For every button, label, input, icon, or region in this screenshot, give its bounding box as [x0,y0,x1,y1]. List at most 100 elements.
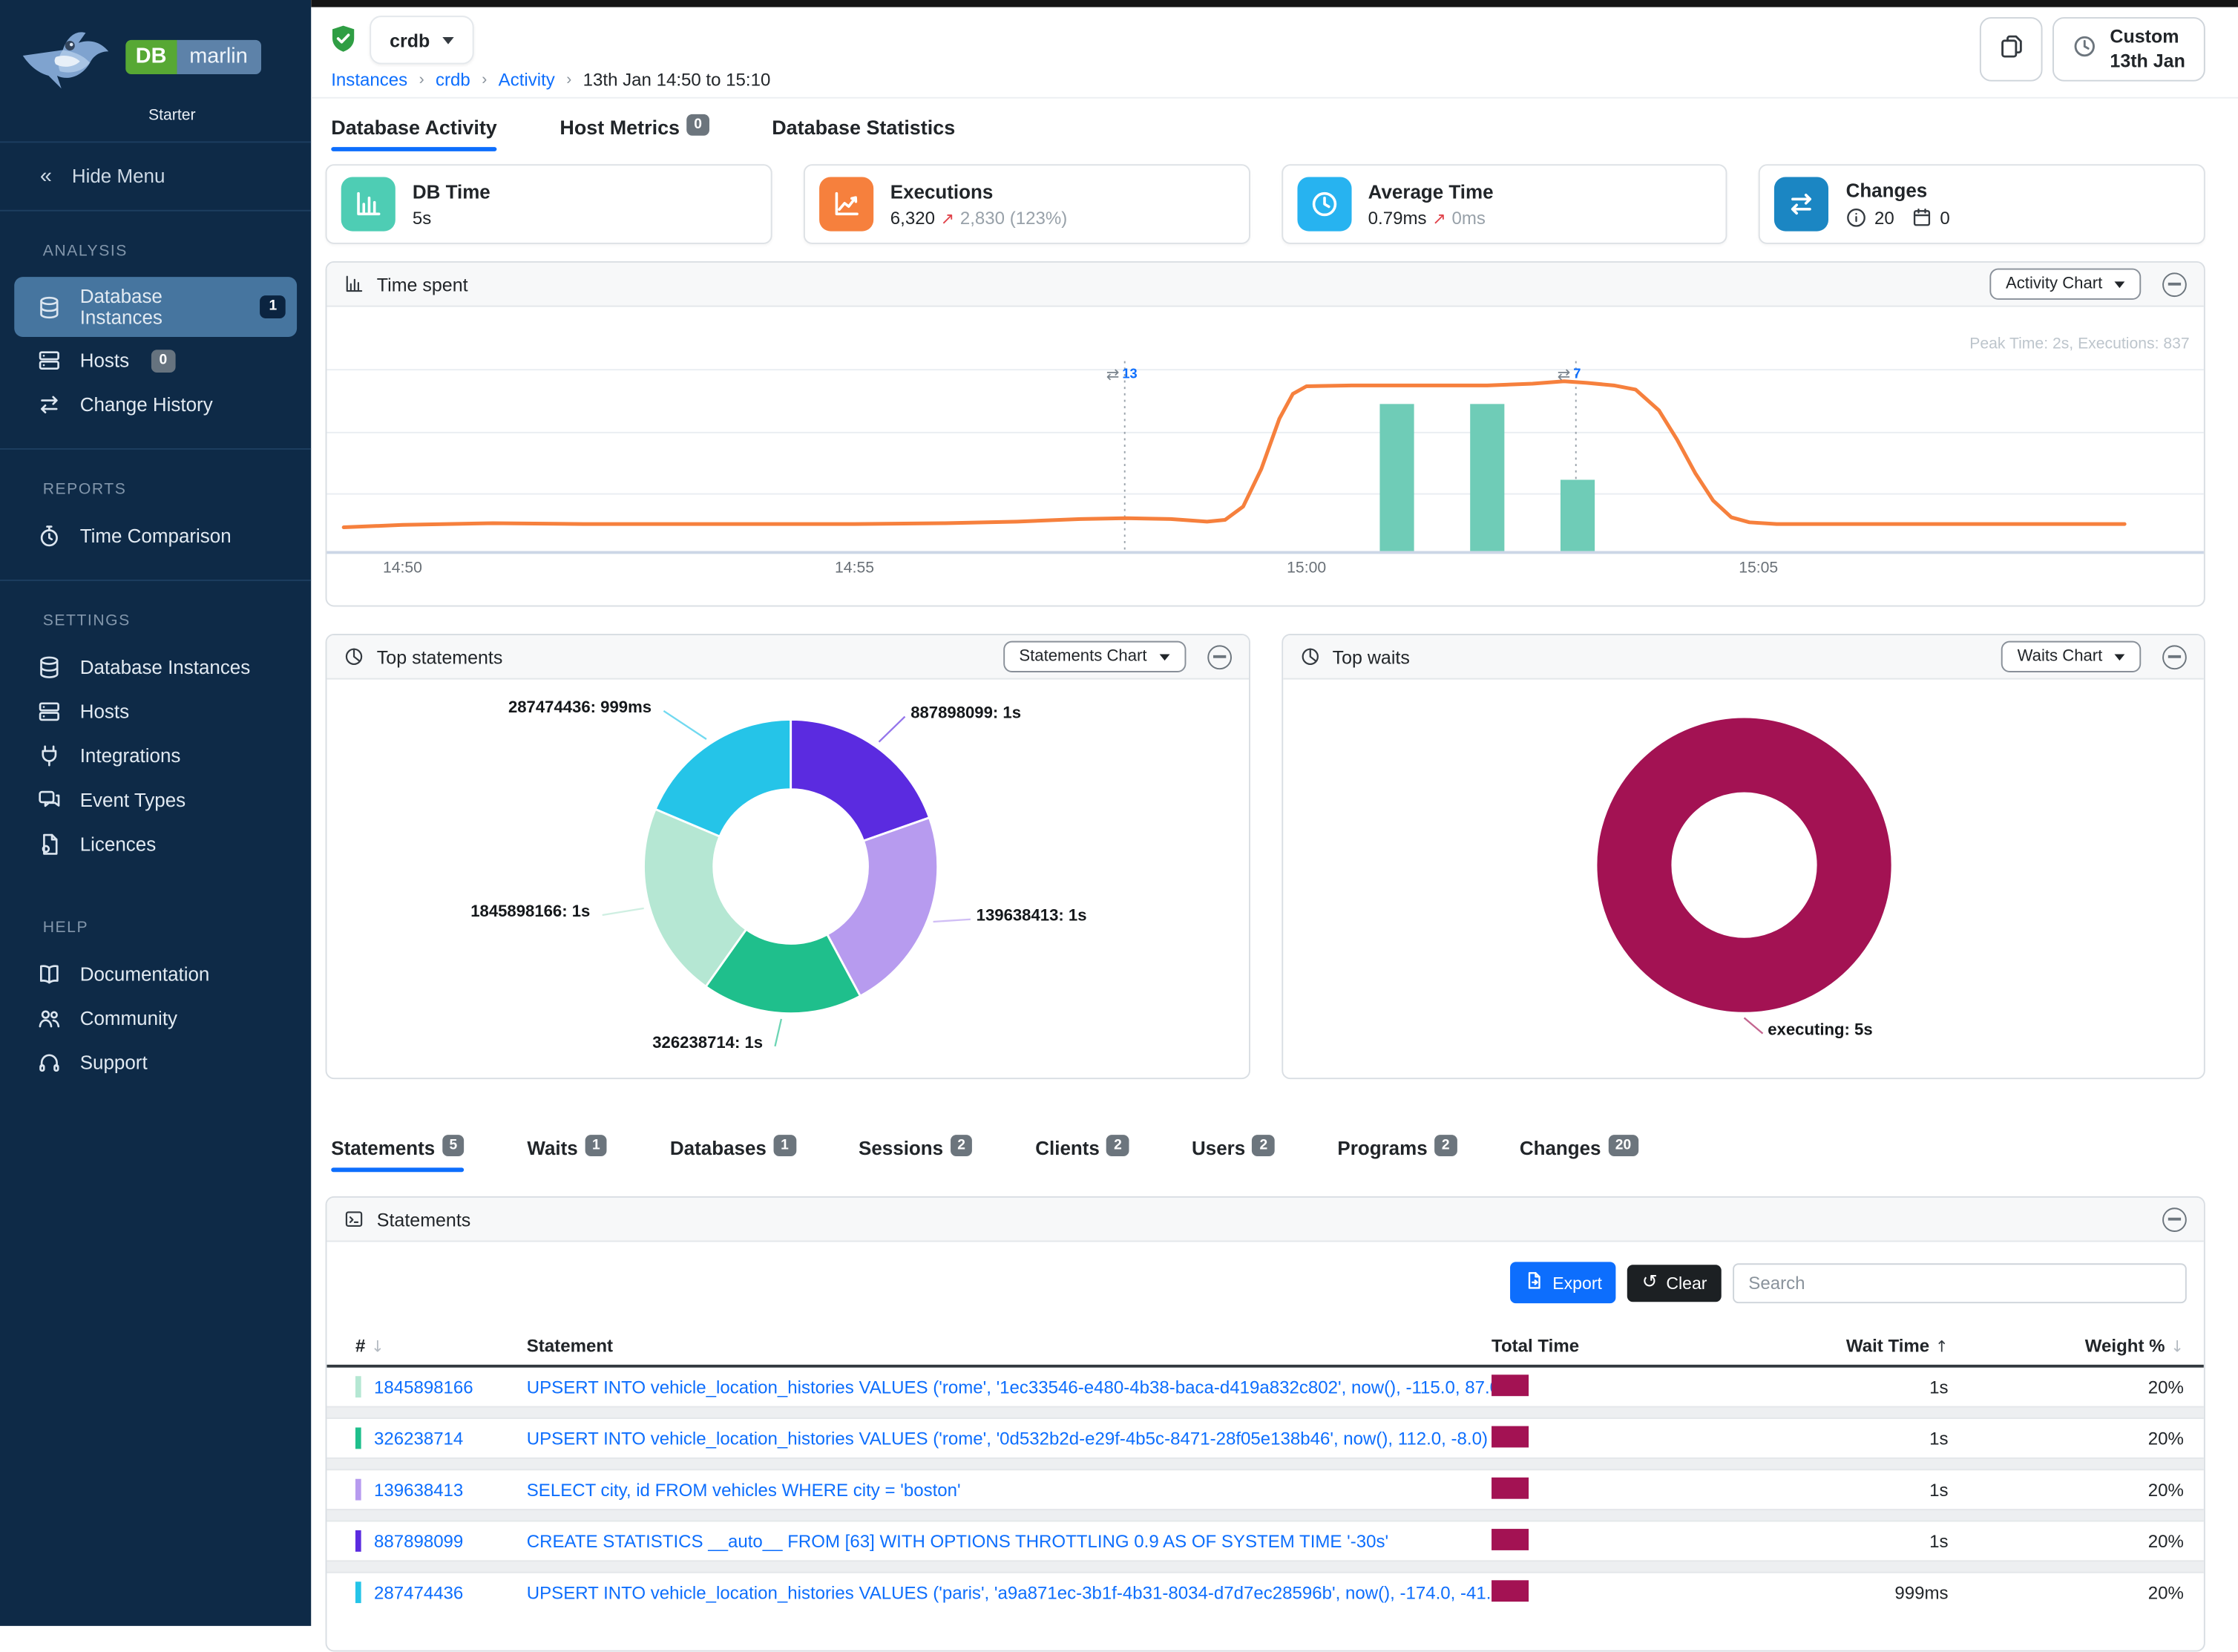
count-badge: 1 [260,295,286,318]
sidebar-item-label: Support [79,1052,148,1074]
pie-chart-icon [1299,646,1319,666]
kpi-value: 20 0 [1846,207,1950,229]
tab-programs[interactable]: Programs 2 [1337,1129,1457,1172]
export-button[interactable]: Export [1509,1262,1617,1304]
window-top-strip [311,0,2238,7]
sidebar-item-hosts[interactable]: Hosts [14,691,297,732]
tab-statements[interactable]: Statements 5 [331,1129,465,1173]
tab-database-activity[interactable]: Database Activity [331,107,498,151]
main-tabs: Database Activity Host Metrics 0 Database S… [311,99,2238,151]
statement-id-link[interactable]: 139638413 [373,1479,464,1500]
sort-icon: ↓ [371,1337,384,1356]
instance-selector[interactable]: crdb [370,16,474,65]
tab-database-statistics[interactable]: Database Statistics [772,115,956,139]
tab-sessions[interactable]: Sessions 2 [859,1129,973,1172]
time-spent-chart[interactable]: Peak Time: 2s, Executions: 837 14:50 14:5… [326,307,2204,606]
total-time-bar [1492,1425,1529,1447]
collapse-panel-icon[interactable] [2162,1207,2187,1232]
collapse-panel-icon[interactable] [1207,644,1232,669]
kpi-card-db-time: DB Time 5s [325,164,772,244]
count-badge: 0 [686,114,709,136]
kpi-title: DB Time [412,180,490,203]
clock-icon [1296,177,1351,232]
collapse-panel-icon[interactable] [2162,644,2187,669]
column-header-statement[interactable]: Statement [526,1336,614,1357]
sidebar-item-time-comparison[interactable]: Time Comparison [14,515,297,557]
x-axis-tick: 15:00 [1287,560,1327,577]
weight-value: 20% [2147,1428,2184,1449]
sidebar-item-change-history[interactable]: Change History [14,384,297,425]
collapse-panel-icon[interactable] [2162,272,2187,297]
people-icon [37,1006,62,1031]
statement-id-link[interactable]: 1845898166 [373,1377,473,1397]
collapse-chevrons-icon: « [39,164,52,189]
headset-icon [37,1051,62,1075]
trend-up-icon: ↗ [940,207,955,228]
count-badge: 2 [950,1135,973,1157]
waits-chart-dropdown[interactable]: Waits Chart [2001,640,2142,672]
sidebar-item-documentation[interactable]: Documentation [14,954,297,995]
x-axis-tick: 15:05 [1739,560,1779,577]
tab-clients[interactable]: Clients 2 [1035,1129,1129,1172]
tab-waits[interactable]: Waits 1 [527,1129,608,1172]
statement-id-link[interactable]: 326238714 [373,1428,464,1449]
sidebar-item-licences[interactable]: Licences [14,824,297,865]
search-input[interactable] [1733,1262,2187,1303]
sidebar-item-support[interactable]: Support [14,1042,297,1084]
statement-link[interactable]: UPSERT INTO vehicle_location_histories V… [526,1582,1492,1603]
statement-link[interactable]: UPSERT INTO vehicle_location_histories V… [526,1428,1488,1449]
sidebar-item-label: Event Types [79,789,186,811]
change-event-marker[interactable]: ⇄ 13 [1106,365,1138,384]
copy-button[interactable] [1980,17,2044,82]
calendar-icon [1912,207,1933,229]
count-badge: 0 [150,349,176,373]
column-header--[interactable]: # ↓ [355,1336,384,1357]
tab-databases[interactable]: Databases 1 [670,1129,796,1172]
undo-icon: ↺ [1641,1271,1658,1294]
tab-users[interactable]: Users 2 [1192,1129,1275,1172]
sidebar-item-hosts[interactable]: Hosts 0 [14,340,297,381]
sidebar-item-community[interactable]: Community [14,998,297,1040]
wait-time-value: 1s [1929,1530,1949,1551]
column-header-wait-time[interactable]: Wait Time ↑ [1845,1336,1949,1357]
top-waits-donut[interactable]: executing: 5s [1282,680,2204,1078]
statements-panel: Statements Export ↺ Clear #↓ Statement Tot… [325,1196,2205,1652]
top-statements-donut[interactable]: 887898099: 1s 139638413: 1s 326238714: 1s 1… [326,680,1248,1078]
breadcrumb-activity[interactable]: Activity [498,70,555,91]
hide-menu-button[interactable]: « Hide Menu [0,141,312,212]
kpi-row: DB Time 5s Executions 6,320 ↗ 2,830 (123%) Ave… [325,164,2205,244]
brand-tier: Starter [148,107,196,125]
sidebar-item-event-types[interactable]: Event Types [14,779,297,821]
statement-color-chip [355,1376,361,1398]
tab-host-metrics[interactable]: Host Metrics 0 [560,107,709,151]
statement-link[interactable]: SELECT city, id FROM vehicles WHERE city… [526,1479,961,1500]
statements-chart-dropdown[interactable]: Statements Chart [1003,640,1186,672]
swap-icon [1774,177,1829,232]
sidebar-item-integrations[interactable]: Integrations [14,735,297,777]
breadcrumb-instances[interactable]: Instances [331,70,408,91]
x-axis-tick: 14:50 [382,560,422,577]
statement-id-link[interactable]: 887898099 [373,1530,464,1551]
table-toolbar: Export ↺ Clear [326,1242,2203,1311]
statement-link[interactable]: CREATE STATISTICS __auto__ FROM [63] WIT… [526,1530,1389,1551]
sidebar-item-database-instances[interactable]: Database Instances [14,646,297,688]
tab-changes[interactable]: Changes 20 [1520,1129,1638,1172]
statement-id-link[interactable]: 287474436 [373,1582,464,1603]
column-header-weight-[interactable]: Weight % ↓ [2084,1336,2184,1357]
time-range-button[interactable]: Custom 13th Jan [2052,17,2205,82]
sidebar-item-label: Integrations [79,745,181,767]
console-icon [344,1209,364,1229]
kpi-card-executions: Executions 6,320 ↗ 2,830 (123%) [803,164,1250,244]
activity-chart-dropdown[interactable]: Activity Chart [1989,268,2142,300]
statement-link[interactable]: UPSERT INTO vehicle_location_histories V… [526,1377,1492,1397]
sidebar-item-database-instances[interactable]: Database Instances 1 [14,277,298,337]
sidebar-item-label: Database Instances [79,656,251,678]
sidebar-section-analysis: ANALYSIS [42,242,128,260]
change-event-marker[interactable]: ⇄ 7 [1557,365,1581,384]
column-header-total-time[interactable]: Total Time [1492,1336,1580,1357]
clear-button[interactable]: ↺ Clear [1627,1264,1722,1302]
pie-chart-icon [344,646,364,666]
chevron-down-icon [2114,653,2125,661]
breadcrumb-crdb[interactable]: crdb [436,70,470,91]
sidebar-section-reports: REPORTS [42,481,127,499]
